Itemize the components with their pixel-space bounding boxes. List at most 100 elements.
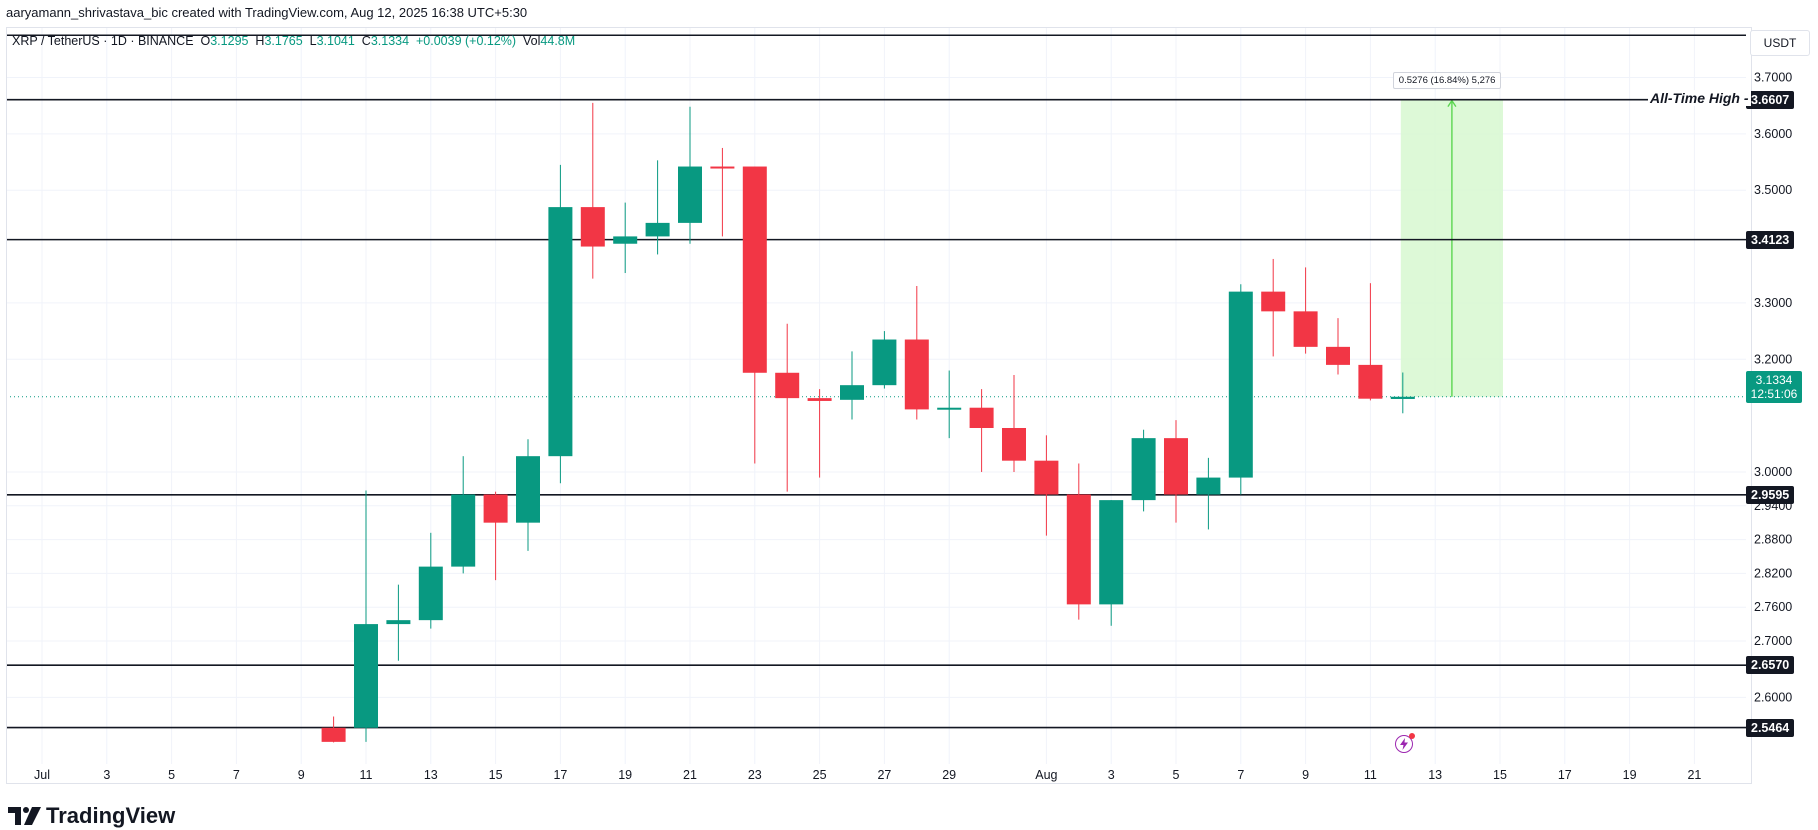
logo-text: TradingView	[46, 803, 176, 828]
time-tick-label: 27	[877, 768, 891, 782]
candle[interactable]	[354, 490, 378, 742]
candle[interactable]	[483, 491, 508, 581]
candle-body	[807, 398, 832, 401]
candle[interactable]	[678, 106, 702, 244]
candle-body	[1228, 291, 1253, 478]
candle[interactable]	[969, 389, 994, 472]
volume-label: Vol	[523, 34, 541, 48]
candle[interactable]	[1228, 284, 1253, 495]
candle[interactable]	[710, 147, 735, 237]
event-marker[interactable]	[1395, 733, 1415, 753]
candle-body	[516, 456, 540, 523]
candle[interactable]	[1066, 463, 1091, 620]
candle[interactable]	[613, 202, 638, 274]
time-tick-label: 13	[1428, 768, 1442, 782]
price-axis: 3.70003.60003.50003.30003.20003.00002.94…	[1754, 71, 1792, 705]
tradingview-logo: TradingView	[8, 803, 176, 828]
lightning-icon	[1400, 738, 1408, 750]
candle-body	[354, 624, 378, 728]
close-value: 3.1334	[370, 34, 410, 48]
candle[interactable]	[775, 323, 800, 492]
candle-body	[1099, 500, 1124, 605]
candle[interactable]	[386, 584, 411, 661]
candle[interactable]	[1358, 283, 1383, 401]
price-tick-label: 2.7600	[1754, 600, 1792, 614]
candle[interactable]	[516, 439, 540, 551]
candle-body	[645, 222, 670, 237]
current-price-tag: 3.1334 12:51:06	[1746, 371, 1802, 403]
time-tick-label: Aug	[1035, 768, 1057, 782]
candle[interactable]	[904, 285, 929, 420]
time-tick-label: Jul	[34, 768, 50, 782]
price-tick-label: 2.7000	[1754, 634, 1792, 648]
symbol-name[interactable]: XRP / TetherUS · 1D · BINANCE	[12, 34, 194, 48]
candle[interactable]	[872, 331, 897, 389]
candle-body	[1002, 427, 1026, 461]
all-time-high-label[interactable]: All-Time High -	[1648, 89, 1751, 106]
current-price-value: 3.1334	[1755, 373, 1793, 387]
candle-body	[613, 236, 638, 244]
measure-label[interactable]: 0.5276 (16.84%) 5,276	[1392, 71, 1502, 89]
candle-body	[1293, 311, 1318, 347]
candle-body	[742, 166, 767, 373]
candle[interactable]	[645, 160, 670, 255]
symbol-legend[interactable]: XRP / TetherUS · 1D · BINANCE O3.1295 H3…	[12, 34, 575, 48]
candle-body	[904, 339, 929, 410]
price-tick-label: 3.5000	[1754, 183, 1792, 197]
candle[interactable]	[451, 456, 476, 574]
candle[interactable]	[548, 164, 573, 484]
time-tick-label: 17	[1558, 768, 1572, 782]
candle-body	[580, 207, 605, 247]
candle[interactable]	[1261, 258, 1286, 357]
time-tick-label: 9	[1302, 768, 1309, 782]
time-tick-label: 5	[168, 768, 175, 782]
time-tick-label: 7	[1237, 768, 1244, 782]
time-tick-label: 3	[103, 768, 110, 782]
candle-body	[937, 407, 962, 410]
candle[interactable]	[580, 102, 605, 279]
volume-value: 44.8M	[540, 34, 576, 48]
time-tick-label: 19	[1623, 768, 1637, 782]
horizontal-levels	[6, 34, 1746, 729]
time-tick-label: 21	[1687, 768, 1701, 782]
candle[interactable]	[1196, 457, 1221, 530]
chart-frame	[6, 27, 1752, 784]
price-tick-label: 3.2000	[1754, 352, 1792, 366]
time-tick-label: 23	[748, 768, 762, 782]
candle[interactable]	[1034, 435, 1059, 536]
change-value: +0.0039 (+0.12%)	[416, 34, 517, 48]
level-price-tag: 2.6570	[1746, 656, 1795, 675]
candle-body	[872, 339, 897, 386]
currency-button[interactable]: USDT	[1750, 30, 1810, 56]
candle-body	[1196, 477, 1221, 495]
time-tick-label: 11	[1364, 768, 1377, 782]
candle[interactable]	[937, 370, 962, 439]
close-label: C	[361, 34, 371, 48]
candle-body	[1358, 364, 1383, 399]
low-label: L	[309, 34, 317, 48]
price-tick-label: 3.6000	[1754, 127, 1792, 141]
candle[interactable]	[1131, 429, 1156, 512]
time-tick-label: 25	[813, 768, 827, 782]
price-tick-label: 3.7000	[1754, 71, 1792, 85]
candle[interactable]	[1099, 500, 1124, 626]
candle[interactable]	[1293, 267, 1318, 354]
candle[interactable]	[742, 166, 767, 464]
price-tick-label: 3.3000	[1754, 296, 1792, 310]
candle-body	[321, 727, 346, 742]
candle-body	[418, 566, 443, 621]
open-label: O	[200, 34, 211, 48]
candle[interactable]	[1164, 420, 1188, 523]
candle[interactable]	[1002, 375, 1026, 472]
candle[interactable]	[840, 351, 864, 420]
candle[interactable]	[1390, 372, 1415, 414]
bar-countdown: 12:51:06	[1750, 387, 1798, 401]
candle[interactable]	[807, 389, 832, 478]
time-tick-label: 13	[424, 768, 438, 782]
candle[interactable]	[418, 532, 443, 629]
candle-body	[548, 207, 573, 457]
candle[interactable]	[1326, 318, 1350, 375]
candle[interactable]	[321, 716, 346, 743]
time-tick-label: 9	[298, 768, 305, 782]
